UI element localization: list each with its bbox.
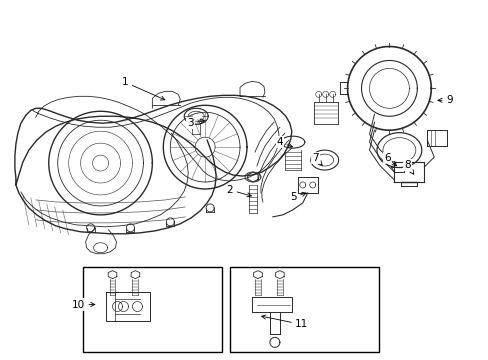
Text: 1: 1 (122, 77, 164, 100)
Text: 4: 4 (276, 137, 292, 147)
Text: 2: 2 (226, 185, 251, 197)
Ellipse shape (376, 133, 421, 167)
Text: 11: 11 (261, 315, 308, 329)
Text: 3: 3 (186, 118, 204, 128)
Text: 5: 5 (290, 192, 305, 202)
Ellipse shape (315, 154, 333, 166)
Text: 6: 6 (384, 153, 396, 166)
Ellipse shape (382, 138, 415, 163)
Text: 7: 7 (312, 153, 322, 165)
Bar (82, 267, 222, 352)
Ellipse shape (310, 150, 338, 170)
Bar (229, 267, 379, 352)
Text: 9: 9 (437, 95, 451, 105)
Text: 10: 10 (72, 300, 95, 310)
Text: 8: 8 (403, 160, 413, 174)
